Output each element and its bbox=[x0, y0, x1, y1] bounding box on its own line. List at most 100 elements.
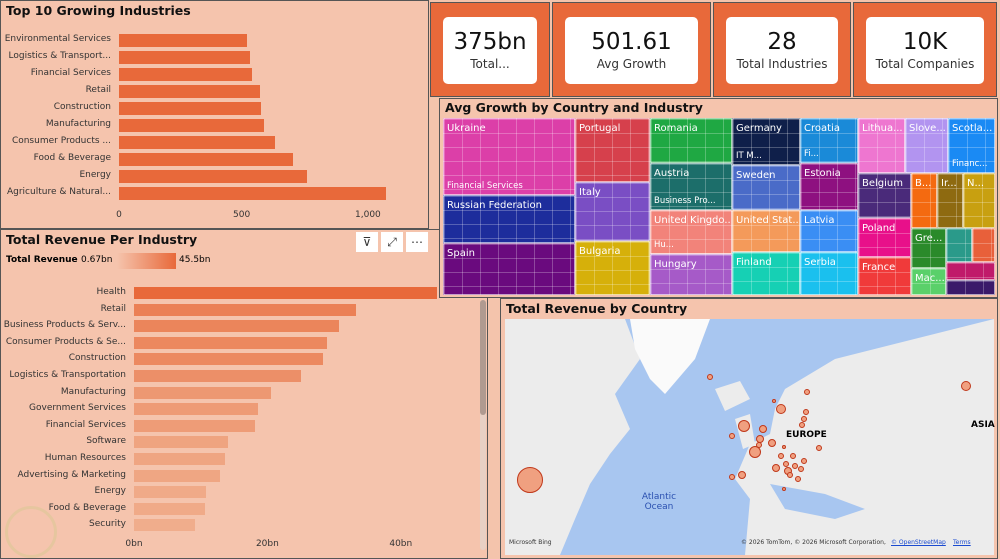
treemap-tile[interactable] bbox=[946, 228, 972, 262]
treemap-tile[interactable]: Slove... bbox=[905, 118, 948, 173]
bar[interactable] bbox=[119, 187, 386, 200]
treemap-tile[interactable]: Russian Federation bbox=[443, 195, 575, 243]
revenue-bubble[interactable] bbox=[776, 404, 786, 414]
revenue-bubble[interactable] bbox=[517, 467, 543, 493]
treemap-tile[interactable]: Sweden bbox=[732, 165, 800, 210]
treemap-tile[interactable]: Finland bbox=[732, 252, 800, 295]
revenue-bubble[interactable] bbox=[782, 445, 786, 449]
bar[interactable] bbox=[134, 370, 302, 382]
treemap-tile[interactable]: Ir... bbox=[937, 173, 963, 228]
treemap-tile[interactable]: Portugal bbox=[575, 118, 650, 182]
bar[interactable] bbox=[119, 68, 252, 81]
treemap-tile[interactable]: Serbia bbox=[800, 252, 858, 295]
bar[interactable] bbox=[119, 102, 261, 115]
treemap-tile[interactable]: B... bbox=[911, 173, 937, 228]
revenue-bubble[interactable] bbox=[804, 389, 810, 395]
revenue-bubble[interactable] bbox=[778, 453, 784, 459]
revenue-bubble[interactable] bbox=[790, 453, 796, 459]
revenue-bubble[interactable] bbox=[798, 466, 804, 472]
revenue-bubble[interactable] bbox=[729, 433, 735, 439]
bar[interactable] bbox=[134, 519, 195, 532]
revenue-bubble[interactable] bbox=[801, 416, 807, 422]
revenue-bubble[interactable] bbox=[961, 381, 971, 391]
treemap-tile[interactable] bbox=[946, 280, 995, 295]
treemap-tile[interactable]: Croatia Fi... bbox=[800, 118, 858, 163]
revenue-bubble[interactable] bbox=[799, 422, 805, 428]
treemap-tile[interactable]: Poland bbox=[858, 218, 911, 257]
treemap-tile[interactable]: France bbox=[858, 257, 911, 295]
map-canvas[interactable] bbox=[505, 319, 994, 555]
bar[interactable] bbox=[134, 353, 324, 366]
bar[interactable] bbox=[119, 34, 248, 47]
scrollbar-thumb[interactable] bbox=[480, 300, 486, 415]
treemap-tile[interactable]: United Kingdo... Hu... bbox=[650, 210, 732, 254]
revenue-bubble[interactable] bbox=[749, 446, 761, 458]
revenue-bubble[interactable] bbox=[792, 463, 798, 469]
treemap-tile[interactable] bbox=[946, 262, 995, 280]
revenue-bubble[interactable] bbox=[768, 439, 776, 447]
tile-label: Italy bbox=[579, 187, 601, 198]
revenue-bubble[interactable] bbox=[803, 409, 809, 415]
revenue-bubble[interactable] bbox=[759, 425, 767, 433]
tile-label: Poland bbox=[862, 223, 896, 234]
revenue-bubble[interactable] bbox=[729, 474, 735, 480]
bar[interactable] bbox=[134, 386, 271, 399]
revenue-bubble[interactable] bbox=[801, 458, 807, 464]
treemap-tile[interactable] bbox=[972, 228, 995, 262]
bar[interactable] bbox=[119, 170, 308, 183]
more-options-icon[interactable]: ⋯ bbox=[406, 232, 428, 252]
treemap-tile[interactable]: Italy bbox=[575, 182, 650, 241]
revenue-bubble[interactable] bbox=[738, 420, 750, 432]
treemap-tile[interactable]: Hungary bbox=[650, 254, 732, 295]
bar[interactable] bbox=[134, 336, 328, 349]
revenue-bubble[interactable] bbox=[772, 399, 776, 403]
treemap-tile[interactable]: Scotla... Financ... bbox=[948, 118, 995, 173]
treemap-tile[interactable]: Romania bbox=[650, 118, 732, 163]
scrollbar[interactable] bbox=[480, 300, 486, 550]
bar[interactable] bbox=[119, 85, 260, 98]
treemap-tile[interactable]: Germany IT M... bbox=[732, 118, 800, 165]
revenue-bubble[interactable] bbox=[772, 464, 780, 472]
bar[interactable] bbox=[134, 403, 259, 416]
treemap-tile[interactable]: Lithua... bbox=[858, 118, 905, 173]
treemap-tile[interactable]: Bulgaria bbox=[575, 241, 650, 295]
revenue-bubble[interactable] bbox=[816, 445, 822, 451]
revenue-bubble[interactable] bbox=[787, 472, 793, 478]
bar[interactable] bbox=[119, 153, 293, 166]
revenue-bubble[interactable] bbox=[795, 476, 801, 482]
bar[interactable] bbox=[134, 453, 225, 465]
treemap-tile[interactable]: Estonia bbox=[800, 163, 858, 210]
bar[interactable] bbox=[134, 436, 229, 449]
bar[interactable] bbox=[134, 320, 339, 333]
osm-link[interactable]: © OpenStreetMap bbox=[891, 539, 946, 546]
bar[interactable] bbox=[134, 502, 205, 515]
treemap-tile[interactable]: Austria Business Pro... bbox=[650, 163, 732, 210]
terms-link[interactable]: Terms bbox=[953, 539, 971, 546]
bar[interactable] bbox=[119, 51, 251, 64]
revenue-bubble[interactable] bbox=[738, 471, 746, 479]
greenland-land bbox=[630, 319, 710, 394]
treemap-tile[interactable]: Gre... bbox=[911, 228, 946, 268]
bar[interactable] bbox=[134, 287, 438, 299]
treemap-tile[interactable]: United Stat... bbox=[732, 210, 800, 252]
bar[interactable] bbox=[134, 486, 207, 499]
treemap-tile[interactable]: Spain bbox=[443, 243, 575, 295]
focus-mode-icon[interactable]: ⤢ bbox=[381, 232, 403, 252]
revenue-bubble[interactable] bbox=[782, 487, 786, 491]
bar[interactable] bbox=[119, 136, 276, 149]
treemap-tile[interactable]: Ukraine Financial Services bbox=[443, 118, 575, 195]
treemap-tile[interactable]: Latvia bbox=[800, 210, 858, 252]
treemap-tile[interactable]: N... bbox=[963, 173, 995, 228]
bar[interactable] bbox=[134, 419, 255, 432]
treemap-tile[interactable]: Belgium bbox=[858, 173, 911, 218]
revenue-bubble[interactable] bbox=[707, 374, 713, 380]
filter-icon[interactable]: ⊽ bbox=[356, 232, 378, 252]
bar[interactable] bbox=[134, 303, 357, 316]
bar[interactable] bbox=[134, 469, 221, 482]
bar[interactable] bbox=[119, 119, 265, 132]
treemap-tile[interactable]: Mac... bbox=[911, 268, 946, 295]
revenue-bubble[interactable] bbox=[783, 461, 789, 467]
category-label: Financial Services bbox=[45, 419, 126, 430]
revenue-bubble[interactable] bbox=[756, 442, 762, 448]
kpi-card: 375bn Total... bbox=[430, 2, 550, 97]
